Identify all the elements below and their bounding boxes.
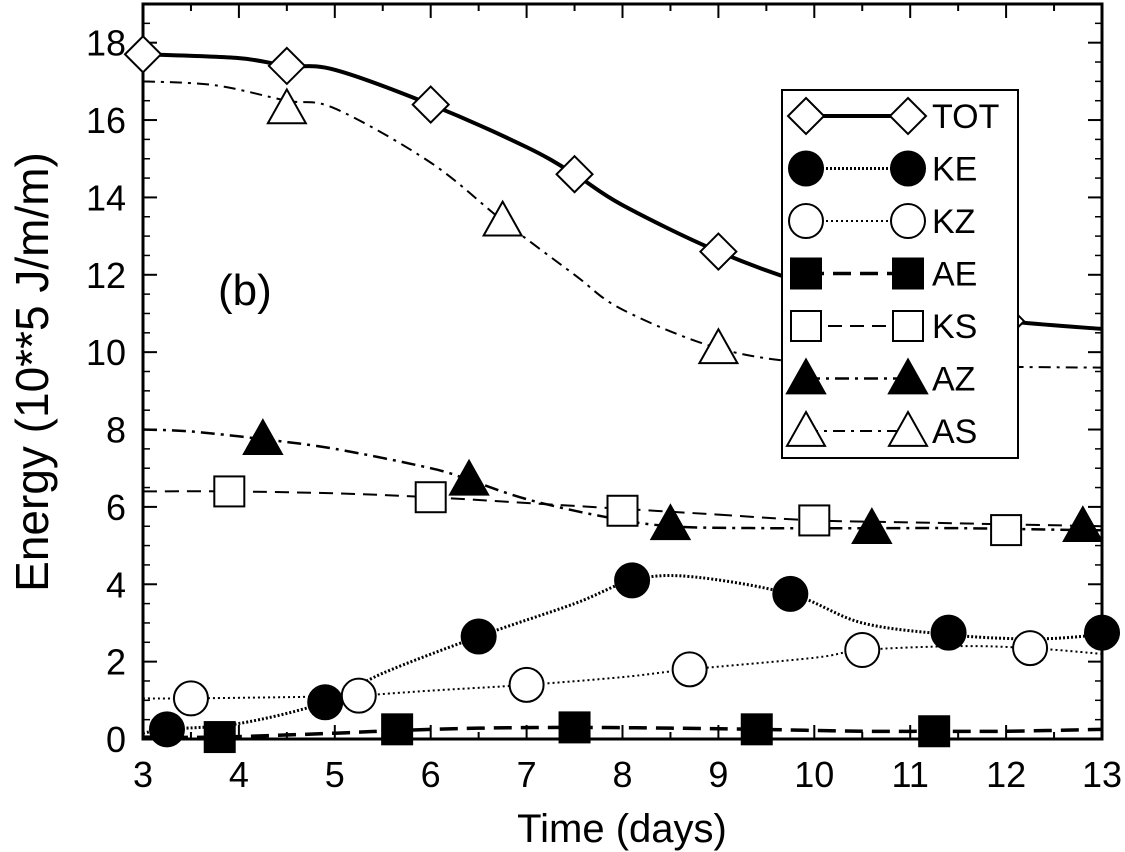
data-point-ks bbox=[990, 514, 1023, 547]
data-point-tot bbox=[698, 232, 738, 271]
data-point-ke bbox=[307, 684, 344, 721]
data-point-ks bbox=[213, 475, 246, 508]
x-tick-label: 9 bbox=[708, 754, 728, 795]
data-point-tot bbox=[123, 34, 163, 74]
x-tick-label: 3 bbox=[133, 754, 153, 795]
legend-marker-ke bbox=[890, 150, 926, 187]
y-tick-label: 10 bbox=[86, 332, 126, 373]
legend-label-ae: AE bbox=[932, 256, 977, 294]
series-line-ks bbox=[143, 490, 1102, 528]
legend-label-tot: TOT bbox=[932, 98, 999, 136]
data-point-ke bbox=[148, 711, 185, 748]
y-axis-label: Energy (10**5 J/m/m) bbox=[6, 152, 58, 592]
x-tick-label: 5 bbox=[325, 754, 345, 795]
data-point-az bbox=[649, 503, 692, 541]
legend-marker-ae bbox=[790, 257, 822, 290]
y-tick-label: 18 bbox=[86, 23, 126, 64]
data-point-ae bbox=[740, 713, 773, 746]
data-point-kz bbox=[844, 632, 881, 669]
y-tick-label: 8 bbox=[106, 410, 126, 451]
data-point-ks bbox=[798, 504, 831, 537]
data-point-ks bbox=[606, 494, 639, 527]
data-point-ae bbox=[918, 715, 951, 748]
data-point-az bbox=[242, 418, 284, 456]
legend-marker-ae bbox=[892, 257, 924, 290]
data-point-ke bbox=[614, 562, 651, 599]
y-tick-label: 6 bbox=[106, 487, 126, 528]
data-point-ae bbox=[203, 721, 236, 754]
legend-label-ks: KS bbox=[932, 308, 977, 346]
data-point-ks bbox=[414, 481, 447, 514]
data-point-kz bbox=[1012, 630, 1049, 667]
y-tick-label: 14 bbox=[86, 177, 126, 218]
legend-label-az: AZ bbox=[932, 361, 975, 399]
x-tick-label: 4 bbox=[229, 754, 249, 795]
y-tick-label: 2 bbox=[106, 642, 126, 683]
data-point-az bbox=[448, 458, 490, 496]
data-point-tot bbox=[555, 154, 594, 194]
x-tick-label: 7 bbox=[517, 754, 537, 795]
legend-marker-ks bbox=[790, 310, 822, 342]
data-point-ke bbox=[1084, 614, 1120, 651]
legend-marker-tot bbox=[786, 96, 826, 136]
y-tick-label: 4 bbox=[106, 564, 126, 605]
series-line-az bbox=[143, 428, 1102, 532]
y-tick-label: 0 bbox=[106, 719, 126, 760]
legend-marker-ks bbox=[892, 310, 924, 342]
data-point-ke bbox=[930, 614, 967, 651]
legend-marker-az bbox=[785, 357, 827, 395]
legend-marker-tot bbox=[888, 96, 928, 136]
axis-ticks: 3 4 5 6 7 8 9 10 11 12 13 0 2 4 6 8 10 12 14 16 18 bbox=[86, 4, 1122, 795]
legend-marker-kz bbox=[788, 203, 824, 239]
data-point-kz bbox=[671, 651, 708, 688]
data-point-as bbox=[481, 199, 524, 237]
x-tick-label: 12 bbox=[986, 754, 1026, 795]
series-line-kz bbox=[143, 645, 1102, 700]
x-tick-label: 6 bbox=[421, 754, 441, 795]
x-tick-label: 13 bbox=[1082, 754, 1122, 795]
legend-marker-kz bbox=[890, 203, 926, 239]
legend-marker-as bbox=[887, 409, 929, 447]
legend-marker-ke bbox=[788, 150, 824, 187]
legend-marker-as bbox=[785, 409, 827, 447]
panel-label: (b) bbox=[218, 266, 272, 315]
x-tick-label: 11 bbox=[892, 754, 929, 795]
legend-label-as: AS bbox=[932, 413, 977, 451]
x-tick-label: 10 bbox=[794, 754, 834, 795]
data-point-tot bbox=[411, 85, 451, 124]
data-point-as bbox=[266, 87, 308, 125]
y-tick-label: 12 bbox=[86, 255, 126, 296]
legend-marker-az bbox=[887, 357, 929, 395]
legend: TOT KE KZ AE KS AZ AS bbox=[781, 89, 1019, 459]
marker-layer bbox=[123, 34, 1120, 754]
data-point-az bbox=[1062, 505, 1104, 543]
data-point-ae bbox=[558, 711, 591, 744]
series-line-ke bbox=[143, 574, 1102, 735]
x-axis-label: Time (days) bbox=[517, 807, 727, 851]
data-point-tot bbox=[267, 46, 307, 86]
y-tick-label: 16 bbox=[86, 100, 126, 141]
data-point-ae bbox=[381, 713, 414, 746]
data-point-ke bbox=[460, 618, 497, 655]
legend-label-kz: KZ bbox=[932, 203, 975, 241]
data-point-kz bbox=[340, 677, 377, 714]
data-point-kz bbox=[508, 666, 545, 703]
data-point-as bbox=[697, 327, 740, 365]
data-point-ke bbox=[772, 575, 809, 612]
x-tick-label: 8 bbox=[612, 754, 632, 795]
legend-label-ke: KE bbox=[932, 151, 977, 189]
data-point-kz bbox=[172, 680, 209, 717]
data-point-az bbox=[851, 507, 893, 544]
